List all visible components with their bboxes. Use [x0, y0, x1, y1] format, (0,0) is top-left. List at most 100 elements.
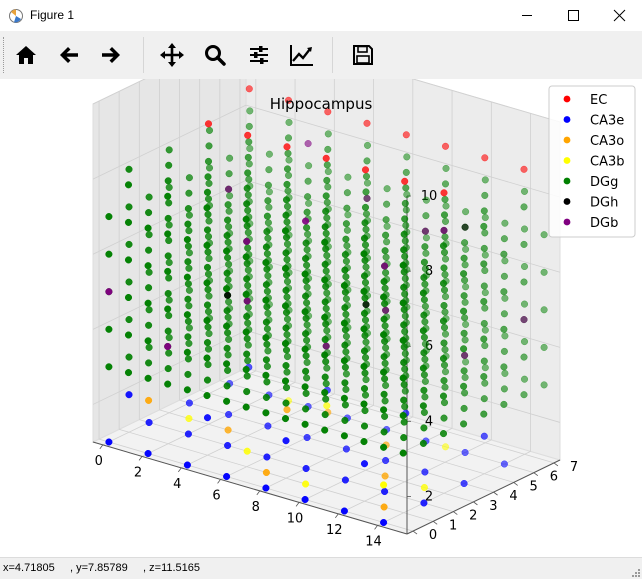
data-point-dgg	[302, 239, 310, 247]
y-tick-label: 6	[550, 470, 558, 485]
data-point-dgg	[301, 420, 309, 428]
back-button[interactable]	[52, 39, 86, 71]
data-point-dgg	[420, 333, 428, 341]
zoom-button[interactable]	[198, 39, 232, 71]
data-point-dgg	[243, 259, 251, 268]
data-point-dgg	[540, 381, 548, 389]
figure-canvas[interactable]: 0 2 4 6 8 10 12 14 0 1 2 3 4 5 6 7 2 4 6 8 10 Hippocampus EC…	[0, 29, 642, 557]
data-point-dgg	[225, 223, 233, 231]
data-point-ca3e	[282, 437, 290, 445]
data-point-dgg	[462, 283, 470, 291]
data-point-dgg	[480, 260, 488, 268]
data-point-dgg	[500, 272, 508, 280]
data-point-dgg	[460, 345, 468, 353]
data-point-dgg	[243, 350, 251, 358]
legend-label: DGb	[590, 216, 618, 231]
forward-button[interactable]	[94, 39, 128, 71]
data-point-dgg	[420, 274, 428, 282]
minimize-icon	[522, 15, 532, 16]
toolbar-grip[interactable]	[3, 37, 7, 73]
legend-marker	[563, 136, 571, 144]
data-point-ca3e	[125, 391, 133, 399]
data-point-dgg	[305, 162, 313, 170]
data-point-dgg	[380, 353, 388, 361]
close-button[interactable]	[596, 0, 642, 31]
home-button[interactable]	[9, 39, 43, 71]
data-point-dgg	[380, 443, 388, 451]
data-point-dgg	[183, 311, 191, 319]
edit-axes-button[interactable]	[285, 39, 319, 71]
data-point-dgg	[323, 251, 331, 260]
data-point-dgg	[422, 212, 430, 220]
data-point-dgg	[439, 317, 448, 325]
data-point-dgg	[422, 196, 430, 204]
data-point-dgg	[501, 294, 509, 302]
data-point-dgg	[263, 362, 271, 370]
data-point-ca3e	[185, 399, 193, 407]
data-point-dgb	[243, 297, 251, 305]
grid-line-z-left	[92, 104, 247, 180]
data-point-dgg	[480, 222, 488, 230]
data-point-dgg	[204, 173, 212, 181]
data-point-dgg	[480, 410, 488, 418]
data-point-dgg	[520, 225, 529, 233]
sliders-icon	[250, 46, 268, 64]
data-point-dgg	[244, 206, 252, 214]
y-tick-label: 5	[530, 479, 538, 494]
maximize-button[interactable]	[550, 0, 596, 31]
window-title-bar[interactable]: Figure 1	[0, 0, 642, 31]
data-point-dgg	[462, 245, 470, 253]
data-point-dgg	[242, 253, 250, 261]
data-point-dgg	[480, 373, 488, 381]
data-point-dgg	[422, 234, 430, 242]
data-point-dgg	[442, 164, 450, 172]
data-point-dgb	[421, 227, 429, 235]
data-point-dgg	[184, 317, 192, 325]
data-point-dgg	[303, 261, 311, 269]
data-point-dgg	[284, 149, 292, 157]
resize-grip-icon[interactable]	[630, 567, 640, 577]
data-point-dgg	[203, 188, 212, 196]
data-point-dgg	[461, 389, 469, 397]
data-point-dgg	[243, 222, 251, 230]
data-point-dgg	[382, 253, 390, 261]
data-point-dgg	[302, 352, 310, 360]
data-point-dgg	[224, 201, 232, 209]
data-point-dgg	[441, 217, 450, 225]
data-point-dgh	[461, 223, 469, 231]
minimize-button[interactable]	[504, 0, 550, 31]
save-button[interactable]	[346, 39, 380, 71]
data-point-dgg	[283, 331, 291, 339]
data-point-dgg	[185, 302, 193, 310]
data-point-dgg	[399, 261, 407, 269]
data-point-dgg	[144, 224, 152, 232]
data-point-dgg	[244, 191, 252, 199]
data-point-dgg	[105, 213, 113, 221]
data-point-dgg	[303, 358, 311, 366]
data-point-dgg	[224, 276, 232, 284]
data-point-dgg	[185, 324, 193, 332]
subplots-button[interactable]	[242, 39, 276, 71]
data-point-dgg	[361, 294, 369, 302]
data-point-dgg	[204, 270, 213, 278]
data-point-dgg	[282, 249, 290, 257]
data-point-dgg	[361, 219, 369, 227]
data-point-dgg	[183, 236, 191, 244]
data-point-dgb	[225, 185, 233, 193]
data-point-dgg	[420, 371, 428, 379]
data-point-dgg	[420, 424, 428, 432]
chart-line-icon	[290, 45, 313, 66]
data-point-ca3e	[421, 468, 429, 476]
data-point-dgg	[322, 282, 330, 291]
data-point-dgg	[462, 208, 470, 216]
data-point-dgg	[144, 374, 152, 382]
data-point-dgg	[421, 355, 429, 363]
data-point-dgg	[342, 220, 350, 228]
data-point-ca3o	[262, 468, 270, 477]
data-point-dgg	[360, 287, 368, 295]
data-point-dgg	[124, 293, 133, 302]
data-point-dgg	[203, 316, 211, 325]
window-title: Figure 1	[30, 8, 75, 22]
pan-button[interactable]	[155, 39, 189, 71]
